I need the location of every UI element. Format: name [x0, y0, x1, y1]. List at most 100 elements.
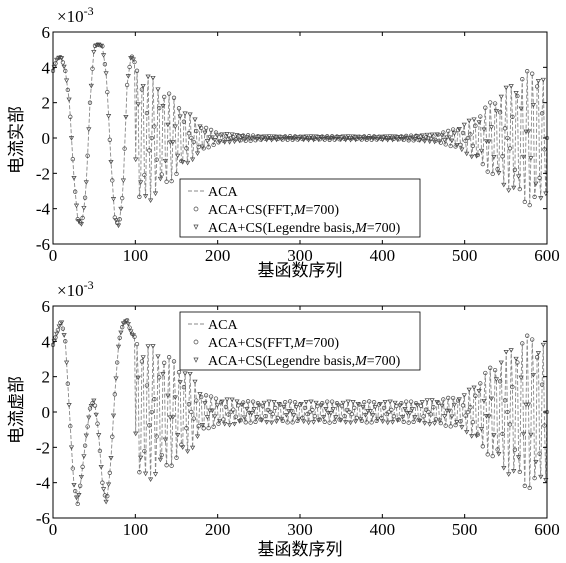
legendre-series-point	[219, 399, 225, 405]
fft-series-point	[169, 463, 174, 468]
legendre-series-point	[394, 418, 401, 423]
fft-series-point	[203, 393, 209, 398]
fft-series-point	[307, 409, 313, 415]
legendre-series-point	[333, 415, 339, 420]
fft-series-point	[157, 375, 162, 380]
legendre-series-point	[147, 477, 154, 483]
fft-series-point	[139, 87, 145, 92]
fft-series-point	[510, 114, 515, 119]
legendre-series-point	[511, 469, 517, 474]
legendre-series-point	[63, 78, 70, 84]
legendre-series-point	[389, 137, 396, 143]
x-tick-label: 600	[534, 520, 560, 539]
fft-series-point	[152, 124, 157, 129]
legendre-series-point	[533, 181, 539, 187]
legendre-series-point	[91, 49, 97, 55]
legendre-series-point	[71, 176, 77, 181]
fft-series-point	[92, 403, 98, 408]
legendre-series-point	[244, 406, 250, 412]
legendre-series-point	[273, 419, 280, 425]
fft-series-point	[473, 123, 478, 128]
fft-series-point	[68, 114, 73, 119]
fft-series-point	[527, 485, 532, 491]
fft-series-point	[90, 401, 95, 406]
fft-series-point	[100, 480, 105, 485]
fft-series-point	[334, 134, 340, 139]
fft-series-point	[120, 195, 125, 201]
legendre-series-point	[508, 348, 514, 353]
fft-series-point	[55, 327, 61, 333]
legendre-series-point	[338, 137, 344, 143]
fft-series-point	[337, 417, 342, 422]
legendre-series-point	[399, 415, 406, 420]
legendre-series-point	[498, 94, 504, 100]
legendre-series-point	[419, 133, 425, 139]
legendre-series-point	[412, 137, 418, 142]
legendre-series-point	[414, 403, 420, 408]
fft-series-point	[149, 409, 154, 415]
fft-series-point	[211, 424, 216, 429]
legendre-series-point	[503, 350, 509, 355]
legendre-series-point	[375, 416, 381, 422]
fft-series-point	[310, 407, 315, 413]
legendre-series-point	[217, 418, 223, 424]
fft-series-point	[458, 419, 463, 424]
legendre-series-point	[278, 137, 285, 142]
legendre-series-point	[511, 185, 517, 191]
legendre-series-point	[180, 445, 186, 450]
axis-scale-factor: ×10-3	[57, 4, 94, 26]
fft-series-point	[120, 325, 125, 330]
legendre-series-point	[318, 403, 324, 409]
top-panel: 0 100 200 300 400 500 600 -6 -4 -2 0 2 4 6 ×10-3 基函数序列 电…	[7, 4, 560, 281]
fft-series-point	[236, 134, 241, 139]
fft-series-point	[497, 379, 503, 384]
x-tick-label: 500	[452, 246, 478, 265]
fft-series-point	[515, 93, 520, 99]
legendre-series-point	[523, 129, 529, 135]
fft-series-point	[408, 399, 414, 404]
fft-series-point	[478, 381, 483, 386]
legendre-series-point	[271, 400, 277, 405]
fft-series-point	[132, 334, 137, 339]
fft-series-point	[181, 119, 187, 124]
fft-series-point	[87, 100, 93, 105]
legendre-series-point	[110, 197, 117, 202]
fft-series-point	[423, 135, 429, 140]
y-tick-label: 2	[42, 368, 51, 387]
fft-series-point	[542, 147, 547, 152]
fft-series-point	[208, 127, 214, 133]
legendre-series-point	[301, 419, 307, 425]
legendre-series-point	[422, 139, 428, 144]
legendre-series-point	[170, 415, 176, 420]
legend-circle-marker	[193, 339, 199, 345]
fft-series-point	[245, 399, 251, 404]
fft-series-point	[490, 453, 495, 459]
legendre-series-point	[138, 180, 144, 185]
legendre-series-point	[328, 411, 334, 416]
legendre-series-point	[459, 425, 465, 430]
fft-series-point	[525, 333, 530, 338]
legendre-series-point	[377, 401, 383, 407]
fft-series-point	[171, 95, 177, 100]
fft-series-point	[483, 105, 488, 110]
fft-series-point	[468, 405, 473, 410]
fft-series-point	[166, 91, 172, 96]
legendre-series-point	[313, 134, 319, 140]
x-tick-label: 0	[49, 520, 58, 539]
fft-series-point	[292, 400, 298, 405]
fft-series-point	[478, 114, 483, 119]
legendre-series-point	[402, 407, 408, 412]
legendre-series-point	[328, 136, 334, 141]
legendre-series-point	[229, 397, 235, 403]
fft-series-point	[364, 420, 369, 425]
fft-series-point	[344, 407, 350, 413]
fft-series-point	[413, 133, 419, 138]
legendre-series-point	[424, 398, 430, 403]
fft-series-point	[238, 418, 243, 423]
fft-series-point	[522, 483, 527, 488]
fft-series-point	[443, 423, 448, 428]
legendre-series-point	[291, 413, 297, 418]
legendre-series-point	[118, 330, 124, 336]
legendre-series-point	[436, 139, 443, 145]
legendre-series-point	[231, 139, 238, 145]
